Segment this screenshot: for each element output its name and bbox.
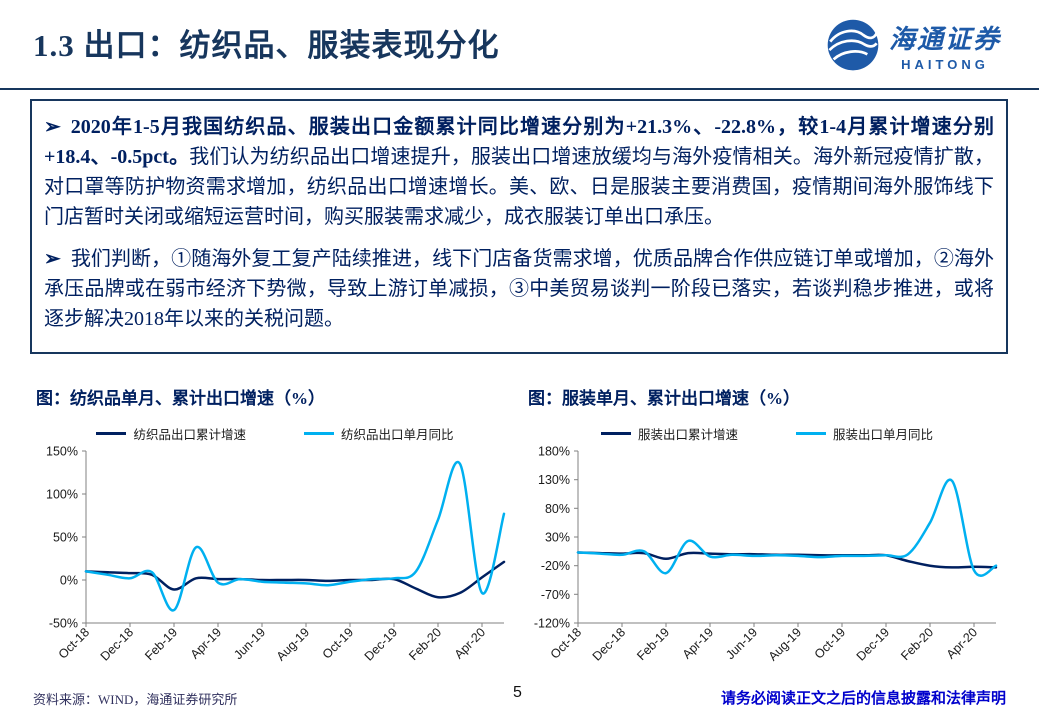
svg-text:180%: 180% [538, 445, 570, 459]
svg-text:Apr-20: Apr-20 [452, 625, 488, 661]
svg-text:-120%: -120% [534, 617, 570, 631]
logo-name-en: HAITONG [901, 56, 989, 72]
paragraph-2-text: 我们判断，①随海外复工复产陆续推进，线下门店备货需求增，优质品牌合作供应链订单或… [44, 248, 994, 330]
bullet-arrow-icon: ➢ [44, 116, 61, 138]
haitong-wave-emblem-icon [827, 19, 879, 71]
svg-text:Aug-19: Aug-19 [274, 625, 312, 663]
svg-text:Feb-19: Feb-19 [142, 625, 180, 663]
legend-label: 服装出口累计增速 [637, 428, 738, 442]
svg-text:Jun-19: Jun-19 [723, 625, 760, 662]
legend-line-swatch [796, 432, 826, 435]
textile-figure-title: 图：纺织品单月、累计出口增速（%） [36, 389, 325, 408]
svg-text:Dec-18: Dec-18 [590, 625, 628, 663]
svg-text:Oct-18: Oct-18 [56, 625, 92, 661]
svg-text:Aug-19: Aug-19 [766, 625, 804, 663]
svg-text:Feb-20: Feb-20 [898, 625, 936, 663]
apparel-figure-title: 图：服装单月、累计出口增速（%） [528, 389, 800, 408]
svg-text:Dec-19: Dec-19 [362, 625, 400, 663]
svg-text:80%: 80% [545, 502, 570, 516]
apparel-export-growth-line-chart: 180%130%80%30%-20%-70%-120%Oct-18 Dec-18 F… [534, 445, 998, 664]
logo-name-cn: 海通证券 [888, 24, 1001, 54]
svg-text:Oct-19: Oct-19 [812, 625, 848, 661]
legend-line-swatch [600, 432, 631, 435]
paragraph-1-text: 我们认为纺织品出口增速提升，服装出口增速放缓均与海外疫情相关。海外新冠疫情扩散，… [44, 146, 995, 228]
legend-item-apparel-cumulative: 服装出口累计增速 [600, 424, 738, 443]
svg-text:30%: 30% [545, 531, 570, 545]
svg-text:Apr-20: Apr-20 [944, 625, 980, 661]
apparel-chart-legend: 服装出口累计增速 服装出口单月同比 [522, 424, 1012, 443]
svg-text:Oct-18: Oct-18 [548, 625, 584, 661]
footer-page-number: 5 [513, 684, 522, 701]
legend-label: 服装出口单月同比 [833, 428, 934, 442]
legend-label: 纺织品出口累计增速 [133, 428, 246, 442]
svg-text:-50%: -50% [49, 617, 78, 631]
svg-text:Oct-19: Oct-19 [320, 625, 356, 661]
svg-text:Apr-19: Apr-19 [680, 625, 716, 661]
legend-item-textile-monthly: 纺织品出口单月同比 [304, 424, 454, 443]
paragraph-1-bold-text: 2020年1-5月我国纺织品、服装出口金额累计同比增速分别为+21.3%、-22… [44, 116, 994, 168]
svg-text:Dec-18: Dec-18 [98, 625, 136, 663]
svg-text:Feb-19: Feb-19 [634, 625, 672, 663]
svg-text:130%: 130% [538, 473, 570, 487]
bullet-arrow-icon: ➢ [44, 248, 61, 270]
legend-line-swatch [304, 432, 334, 435]
bullet-paragraph-1: ➢ 2020年1-5月我国纺织品、服装出口金额累计同比增速分别为+21.3%、-2… [44, 112, 994, 232]
apparel-chart-figure: 图：服装单月、累计出口增速（%） 服装出口累计增速 服装出口单月同比 180% 1… [522, 384, 1012, 681]
summary-text-box: ➢ 2020年1-5月我国纺织品、服装出口金额累计同比增速分别为+21.3%、-2… [30, 99, 1008, 354]
svg-text:Dec-19: Dec-19 [854, 625, 892, 663]
svg-text:-20%: -20% [541, 559, 570, 573]
textile-chart-legend: 纺织品出口累计增速 纺织品出口单月同比 [30, 424, 520, 443]
page-title: 1.3 出口：纺织品、服装表现分化 [33, 28, 500, 63]
bullet-paragraph-2: ➢ 我们判断，①随海外复工复产陆续推进，线下门店备货需求增，优质品牌合作供应链订单… [44, 244, 994, 334]
legend-line-swatch [96, 432, 127, 435]
textile-export-growth-line-chart: 150% 100% 50% 0% -50%Oct-18 Dec-18 Feb-19 Apr-1… [46, 445, 506, 664]
svg-text:100%: 100% [46, 488, 78, 502]
legend-item-textile-cumulative: 纺织品出口累计增速 [96, 424, 246, 443]
legend-item-apparel-monthly: 服装出口单月同比 [796, 424, 933, 443]
svg-text:-70%: -70% [541, 588, 570, 602]
legend-label: 纺织品出口单月同比 [341, 428, 454, 442]
haitong-logo: 海通证券 HAITONG [826, 18, 1001, 72]
logo-text: 海通证券 HAITONG [889, 19, 1001, 72]
footer-disclaimer: 请务必阅读正文之后的信息披露和法律声明 [720, 691, 1006, 707]
footer-source: 资料来源：WIND，海通证券研究所 [33, 692, 238, 707]
textile-chart-figure: 图：纺织品单月、累计出口增速（%） 纺织品出口累计增速 纺织品出口单月同比 15… [30, 384, 520, 681]
svg-text:Feb-20: Feb-20 [406, 625, 444, 663]
svg-text:0%: 0% [60, 574, 78, 588]
svg-text:Jun-19: Jun-19 [231, 625, 268, 662]
svg-text:Apr-19: Apr-19 [188, 625, 224, 661]
svg-text:150%: 150% [46, 445, 78, 459]
svg-text:50%: 50% [53, 531, 78, 545]
title-divider [0, 88, 1039, 90]
